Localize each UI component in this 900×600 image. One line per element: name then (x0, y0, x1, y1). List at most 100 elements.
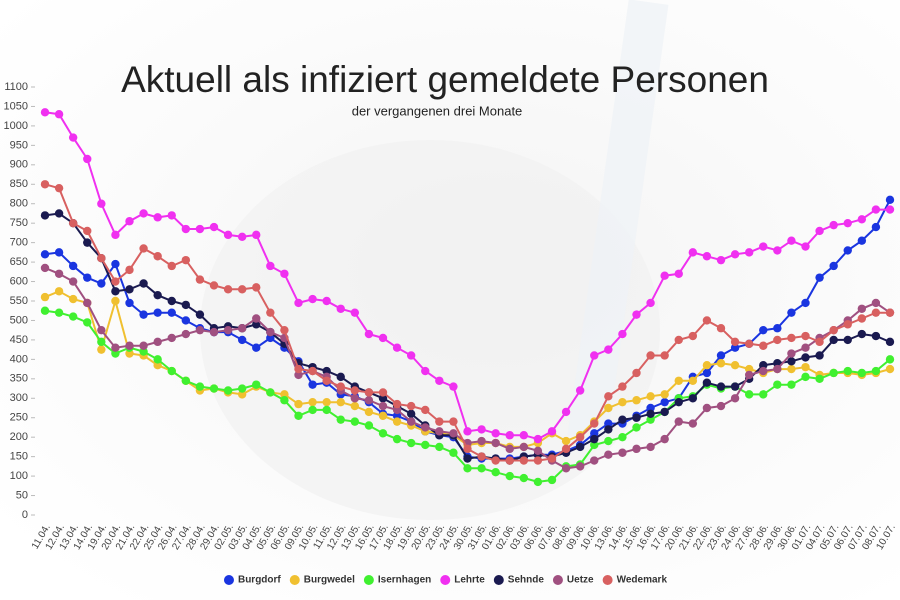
data-point (392, 411, 402, 420)
data-point (378, 411, 388, 420)
data-point (561, 464, 571, 473)
data-point (575, 462, 585, 471)
data-point (280, 390, 289, 399)
data-point (857, 329, 867, 339)
data-point (322, 376, 331, 385)
y-tick-label: 300 (10, 392, 28, 404)
data-point (125, 217, 134, 226)
data-point (463, 444, 472, 454)
data-point (364, 407, 374, 417)
data-point (294, 411, 303, 420)
legend-marker (223, 575, 234, 585)
data-point (364, 396, 374, 405)
legend-item: Burgdorf (223, 575, 281, 586)
y-tick-label: 200 (10, 431, 28, 443)
y-tick-label: 400 (10, 353, 28, 365)
data-point (716, 255, 726, 265)
data-point (590, 429, 599, 438)
data-point (378, 401, 388, 411)
data-point (885, 337, 895, 347)
data-point (871, 222, 881, 232)
y-tick-label: 450 (10, 334, 28, 346)
legend-marker (602, 575, 613, 585)
data-point (815, 226, 824, 236)
data-point (153, 361, 162, 370)
legend-label: Sehnde (508, 575, 545, 586)
y-tick-label: 700 (10, 237, 28, 249)
data-point (421, 405, 430, 415)
data-point (392, 399, 402, 409)
data-point (773, 246, 782, 255)
data-point (477, 452, 486, 461)
data-point (463, 464, 472, 473)
legend-item: Lehrte (440, 575, 485, 586)
y-tick-label: 600 (10, 275, 28, 287)
data-point (702, 368, 712, 378)
data-point (885, 308, 895, 317)
data-point (294, 370, 303, 380)
data-point (688, 248, 698, 257)
data-point (744, 248, 754, 257)
data-point (857, 236, 867, 245)
data-point (153, 337, 162, 347)
data-point (604, 345, 613, 354)
data-point (280, 325, 289, 335)
data-point (815, 337, 824, 347)
data-point (702, 361, 712, 370)
data-point (336, 382, 345, 391)
data-point (477, 436, 486, 446)
data-point (561, 444, 571, 454)
data-point (336, 397, 345, 407)
data-point (421, 423, 430, 432)
data-point (195, 325, 205, 335)
data-point (167, 261, 176, 271)
data-point (491, 438, 500, 448)
data-point (519, 456, 529, 465)
data-point (604, 403, 613, 413)
data-point (350, 417, 360, 426)
data-point (406, 417, 416, 426)
data-point (406, 401, 416, 411)
data-point (491, 456, 500, 465)
data-point (54, 110, 64, 119)
data-point (533, 446, 543, 455)
data-point (294, 399, 303, 409)
data-point (477, 464, 486, 473)
data-point (519, 442, 529, 452)
data-point (561, 407, 571, 417)
data-point (97, 337, 106, 347)
data-point (871, 331, 881, 341)
data-point (829, 325, 838, 335)
data-point (533, 434, 543, 444)
data-point (54, 183, 64, 193)
y-tick-label: 950 (10, 139, 28, 151)
data-point (561, 436, 571, 446)
data-point (604, 392, 613, 401)
data-point (139, 244, 148, 253)
data-point (702, 252, 712, 261)
background-shape (200, 140, 660, 520)
data-point (730, 250, 740, 259)
data-point (406, 409, 416, 419)
data-point (181, 224, 191, 234)
data-point (167, 333, 176, 343)
data-point (815, 273, 824, 282)
data-point (618, 432, 627, 442)
data-point (759, 361, 768, 370)
data-point (773, 364, 782, 374)
data-point (139, 209, 148, 218)
data-point (618, 382, 627, 391)
data-point (547, 454, 557, 463)
data-point (97, 325, 106, 335)
legend-marker (289, 575, 300, 585)
legend-label: Wedemark (617, 575, 668, 586)
legend-item: Burgwedel (289, 575, 355, 586)
data-point (54, 209, 64, 218)
data-point (660, 271, 669, 280)
data-point (54, 269, 64, 278)
data-point (604, 425, 613, 434)
data-point (688, 394, 698, 403)
data-point (378, 333, 388, 343)
data-point (237, 232, 247, 241)
legend-item: Wedemark (602, 575, 668, 586)
